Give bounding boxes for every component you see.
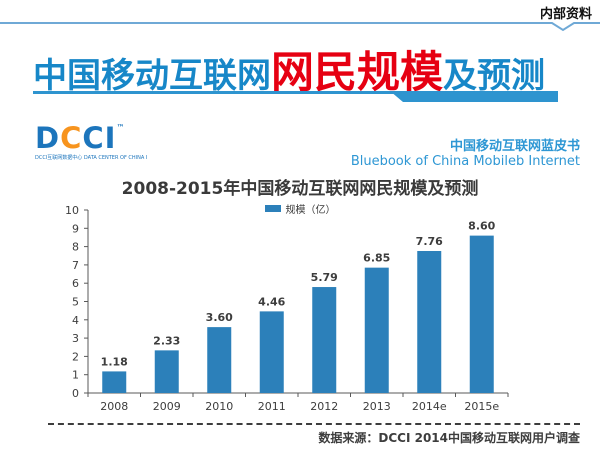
svg-text:2012: 2012 (310, 400, 338, 413)
dcci-letter-c2: C (82, 121, 105, 155)
svg-text:0: 0 (72, 387, 79, 400)
svg-text:3: 3 (72, 332, 79, 345)
dcci-logo-wordmark: DCCI™ (35, 124, 147, 153)
legend-color-swatch (264, 205, 281, 212)
svg-text:5: 5 (72, 296, 79, 309)
chart-legend: 规模（亿） (0, 201, 600, 216)
page-title-part-2: 网民规模 (271, 48, 443, 98)
dcci-letter-c1: C (60, 121, 83, 155)
bar-chart-svg: 0 1 2 3 4 5 6 7 8 9 10 1.18 2008 2.33 2009 3.60 2010 4.46… (65, 205, 509, 413)
svg-text:2015e: 2015e (464, 400, 499, 413)
svg-text:6.85: 6.85 (363, 252, 390, 265)
svg-text:2008: 2008 (100, 400, 128, 413)
svg-text:2009: 2009 (153, 400, 181, 413)
svg-text:8: 8 (72, 241, 79, 254)
page-title: 中国移动互联网网民规模及预测 (33, 38, 545, 100)
svg-text:1: 1 (72, 369, 79, 382)
classification-label: 内部资料 (539, 7, 592, 22)
data-source-text: 数据来源：DCCI 2014中国移动互联网用户调查 (318, 431, 580, 445)
svg-text:2.33: 2.33 (153, 334, 180, 347)
dcci-logo-tagline: DCCI互联网数据中心 DATA CENTER OF CHINA INTERNE… (35, 155, 147, 161)
chart-title: 2008-2015年中国移动互联网网民规模及预测 (121, 179, 479, 199)
svg-text:2011: 2011 (258, 400, 286, 413)
svg-text:6: 6 (72, 277, 79, 290)
source-divider-dashed-line (48, 423, 580, 425)
svg-text:5.79: 5.79 (311, 271, 338, 284)
svg-text:4.46: 4.46 (258, 295, 285, 308)
svg-text:2013: 2013 (363, 400, 391, 413)
dcci-letter-i: I (104, 121, 117, 155)
title-underline (33, 91, 558, 102)
svg-text:3.60: 3.60 (206, 311, 233, 324)
legend-label: 规模（亿） (285, 205, 336, 216)
dcci-logo: DCCI™ DCCI互联网数据中心 DATA CENTER OF CHINA I… (35, 124, 147, 162)
svg-text:8.60: 8.60 (468, 220, 495, 233)
bluebook-title-cn: 中国移动互联网蓝皮书 (449, 139, 580, 154)
page-title-part-3: 及预测 (443, 56, 545, 96)
page-title-part-1: 中国移动互联网 (33, 56, 271, 96)
svg-text:2014e: 2014e (412, 400, 447, 413)
top-divider-line (0, 22, 600, 32)
svg-text:1.18: 1.18 (101, 355, 128, 368)
svg-text:4: 4 (72, 314, 79, 327)
svg-text:9: 9 (72, 222, 79, 235)
bluebook-header: 中国移动互联网蓝皮书 Bluebook of China Mobileb Int… (351, 135, 580, 169)
svg-text:10: 10 (65, 205, 79, 217)
svg-text:2010: 2010 (205, 400, 233, 413)
trademark-symbol: ™ (116, 123, 126, 132)
svg-text:7: 7 (72, 259, 79, 272)
bluebook-title-en: Bluebook of China Mobileb Internet (350, 154, 580, 169)
svg-text:7.76: 7.76 (416, 235, 443, 248)
dcci-letter-d: D (35, 121, 61, 155)
svg-text:2: 2 (72, 350, 79, 363)
